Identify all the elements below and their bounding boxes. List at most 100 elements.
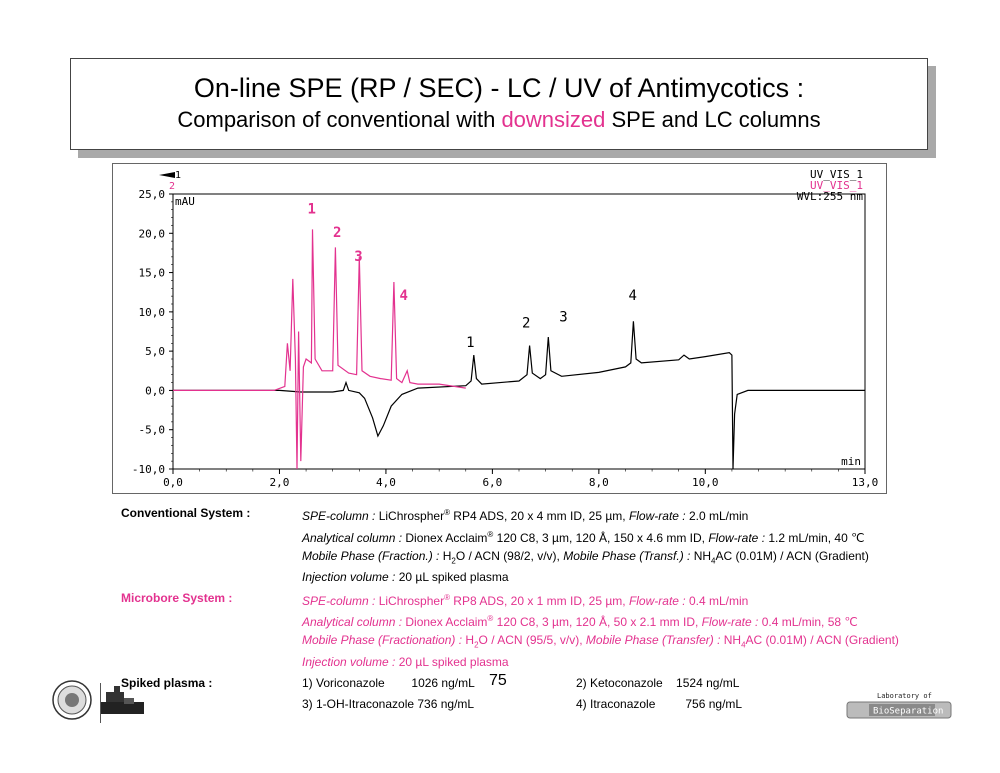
x-tick-label: 13,0 [852, 476, 879, 489]
peak-label-pink-4: 4 [400, 288, 408, 304]
compound-1: 1) Voriconazole 1026 ng/mL [302, 676, 475, 690]
conv-spe-pre: LiChrospher [375, 509, 445, 523]
x-tick-label: 6,0 [482, 476, 502, 489]
microbore-injection: Injection volume : 20 µL spiked plasma [302, 655, 509, 669]
mb-inj-val: 20 µL spiked plasma [395, 655, 509, 669]
conv-mp-key2: Mobile Phase (Transf.) : [563, 549, 691, 563]
x-tick-label: 2,0 [270, 476, 290, 489]
mb-anal-key: Analytical column : [302, 615, 403, 629]
conv-spe-key: SPE-column : [302, 509, 376, 523]
legend-entry-1: UV_VIS_1 [810, 168, 863, 181]
compound-3: 3) 1-OH-Itraconazole 736 ng/mL [302, 697, 475, 711]
conv-inj-val: 20 µL spiked plasma [395, 570, 509, 584]
conventional-label: Conventional System : [121, 506, 251, 520]
mb-spe-flow-key: Flow-rate : [628, 594, 686, 608]
mb-spe-pre: LiChrospher [375, 594, 445, 608]
conv-spe-sup: ® [444, 508, 450, 517]
y-tick-label: 15,0 [139, 267, 166, 280]
peak-label-pink-3: 3 [354, 249, 362, 265]
y-unit-label: mAU [175, 195, 195, 208]
x-tick-label: 0,0 [163, 476, 183, 489]
legend-entry-2: UV_VIS_1 [810, 179, 863, 192]
mb-spe-key: SPE-column : [302, 594, 376, 608]
x-tick-label: 8,0 [589, 476, 609, 489]
y-tick-label: 10,0 [139, 306, 166, 319]
page-title: On-line SPE (RP / SEC) - LC / UV of Anti… [193, 73, 805, 103]
university-seal-logo [52, 678, 147, 722]
compound-2: 2) Ketoconazole 1524 ng/mL [576, 676, 740, 690]
mb-anal-sup: ® [487, 614, 494, 623]
conventional-mobile-phase: Mobile Phase (Fraction.) : H2O / ACN (98… [302, 549, 869, 568]
chromatogram-chart: 25,020,015,010,05,00,0-5,0-10,00,0 2,0 4,0… [132, 168, 878, 489]
mb-mp1-a: H [462, 633, 475, 647]
chart-axes: 25,020,015,010,05,00,0-5,0-10,00,0 2,0 4,0… [132, 188, 878, 489]
mb-spe-flow-val: 0.4 mL/min [685, 594, 749, 608]
compound-4: 4) Itraconazole 756 ng/mL [576, 697, 743, 711]
peak-label-black-3: 3 [559, 309, 567, 325]
conv-inj-key: Injection volume : [302, 570, 396, 584]
microbore-label: Microbore System : [121, 591, 233, 605]
trace-marker-arrow [159, 172, 175, 178]
conv-anal-post: 120 C8, 3 µm, 120 Å, 150 x 4.6 mm ID, [493, 531, 709, 545]
microbore-analytical: Analytical column : Dionex Acclaim® 120 … [302, 612, 858, 629]
conventional-analytical: Analytical column : Dionex Acclaim® 120 … [302, 528, 865, 545]
x-tick-label: 10,0 [692, 476, 719, 489]
plot-area-border [172, 193, 866, 470]
trace-marker-2: 2 [169, 181, 175, 192]
conv-mp-key1: Mobile Phase (Fraction.) : [302, 549, 440, 563]
chart-traces [173, 229, 865, 470]
conv-mp2-sub: 4 [711, 556, 716, 566]
peak-label-black-4: 4 [628, 288, 636, 304]
conv-anal-flow-val: 1.2 mL/min, 40 ℃ [765, 531, 865, 545]
mb-mp1-b: O / ACN (95/5, v/v), [478, 633, 586, 647]
wavelength-label: WVL:255 nm [797, 190, 864, 203]
mb-mp-key1: Mobile Phase (Fractionation) : [302, 633, 463, 647]
y-tick-label: 0,0 [145, 384, 165, 397]
conv-anal-pre: Dionex Acclaim [402, 531, 488, 545]
subtitle-pre: Comparison of conventional with [177, 107, 502, 132]
peak-label-pink-2: 2 [333, 225, 341, 241]
mb-spe-sup: ® [444, 593, 450, 602]
footer-divider [100, 683, 101, 723]
title-box: On-line SPE (RP / SEC) - LC / UV of Anti… [70, 58, 928, 150]
microbore-spe: SPE-column : LiChrospher® RP8 ADS, 20 x … [302, 591, 748, 608]
conv-mp2-a: NH [690, 549, 712, 563]
mb-anal-flow-val: 0.4 mL/min, 58 ℃ [758, 615, 858, 629]
conv-anal-key: Analytical column : [302, 531, 403, 545]
conv-mp1-sub: 2 [451, 556, 456, 566]
logo-text-line2: BioSeparation [873, 707, 943, 717]
peak-label-black-2: 2 [522, 316, 530, 332]
x-unit-label: min [841, 455, 861, 468]
conv-mp1-b: O / ACN (98/2, v/v), [455, 549, 564, 563]
conv-mp1-a: H [439, 549, 452, 563]
page-subtitle: Comparison of conventional with downsize… [71, 107, 927, 133]
mb-inj-key: Injection volume : [302, 655, 396, 669]
page-number: 75 [489, 672, 507, 689]
conv-spe-flow-key: Flow-rate : [628, 509, 686, 523]
peak-label-black-1: 1 [466, 335, 474, 351]
microbore-mobile-phase: Mobile Phase (Fractionation) : H2O / ACN… [302, 633, 899, 652]
mb-anal-pre: Dionex Acclaim [402, 615, 488, 629]
logo-text-line1: Laboratory of [877, 692, 932, 700]
conventional-spe: SPE-column : LiChrospher® RP4 ADS, 20 x … [302, 506, 748, 523]
y-tick-label: 20,0 [139, 227, 166, 240]
mb-mp2-sub: 4 [741, 640, 746, 650]
conv-anal-sup: ® [487, 530, 494, 539]
trace-marker-1: 1 [175, 170, 181, 181]
y-tick-label: 25,0 [139, 188, 166, 201]
y-tick-label: -5,0 [139, 424, 166, 437]
microbore-trace [173, 229, 466, 470]
conv-anal-flow-key: Flow-rate : [708, 531, 766, 545]
mb-mp1-sub: 2 [474, 640, 479, 650]
mb-anal-flow-key: Flow-rate : [701, 615, 759, 629]
spiked-plasma-label: Spiked plasma : [121, 676, 213, 690]
y-tick-label: -10,0 [132, 463, 165, 476]
subtitle-post: SPE and LC columns [605, 107, 821, 132]
peak-label-pink-1: 1 [307, 202, 315, 218]
subtitle-highlight: downsized [501, 107, 606, 132]
conv-spe-flow-val: 2.0 mL/min [685, 509, 749, 523]
bioseparation-lab-logo: Laboratory of BioSeparation [845, 690, 955, 720]
conventional-trace [173, 321, 865, 470]
chart-frame: 25,0 20,0 15,0 10,0 5,0 0,0 -5,0 -10,0 0,0 2,0 4,0… [112, 163, 887, 494]
